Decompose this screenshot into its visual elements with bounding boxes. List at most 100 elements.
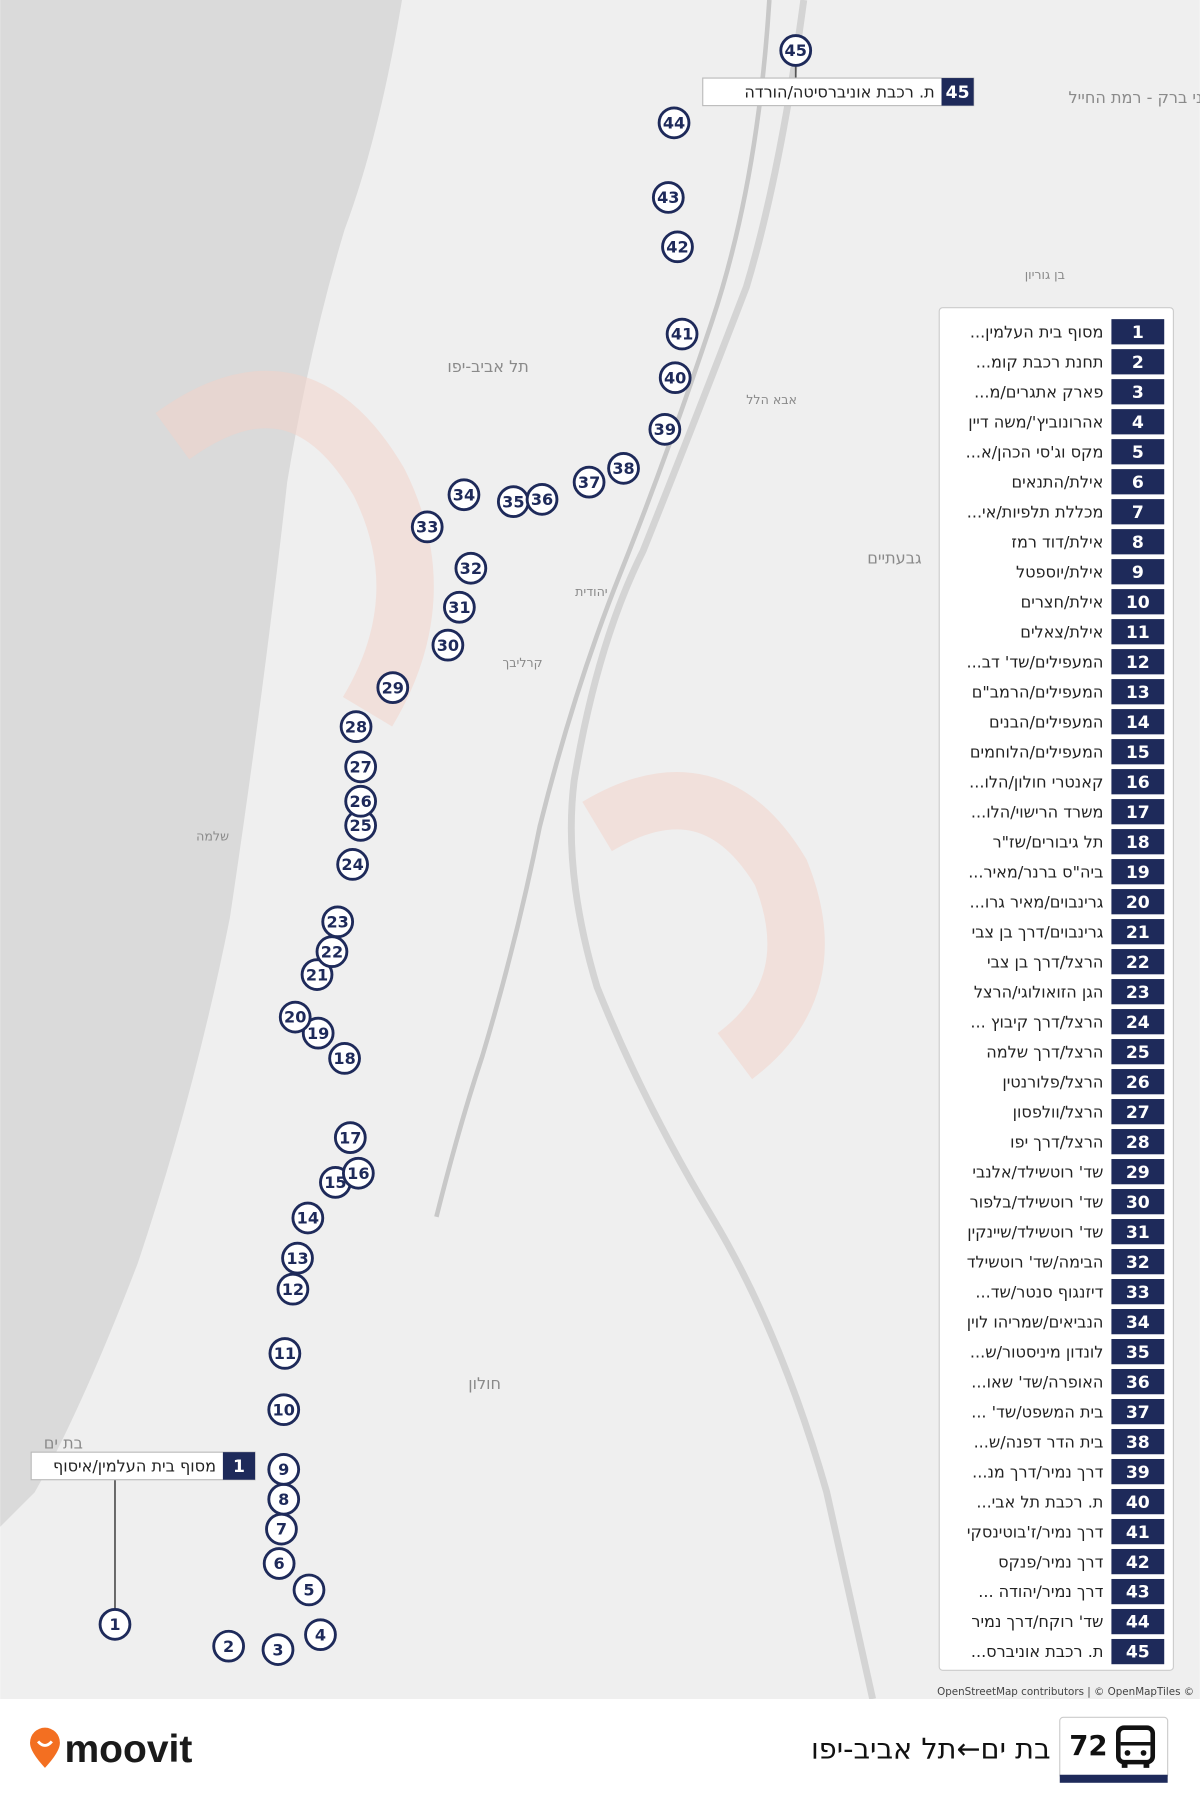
stop-marker: 2 (212, 1629, 245, 1663)
stop-name: אילת/יוספטל (1016, 562, 1103, 581)
stop-row: 41 דרך נמיר/ז'בוטינסקי (967, 1518, 1165, 1545)
stop-number: 14 (1126, 713, 1150, 733)
stop-row: 23 הגן הזואולוגי/הרצל (974, 979, 1165, 1005)
stop-marker: 5 (292, 1573, 326, 1607)
stop-marker: 45 (779, 34, 813, 67)
stop-name: מכללת תלפיות/אי... (967, 502, 1104, 521)
stop-badge (1111, 1398, 1165, 1425)
stop-badge (1111, 919, 1165, 945)
stop-marker-number: 15 (324, 1173, 346, 1192)
stop-circle (344, 784, 378, 818)
moovit-pin (30, 1727, 60, 1768)
stop-number: 3 (1132, 383, 1144, 403)
stop-marker: 12 (276, 1272, 310, 1306)
stop-row: 10 אילת/חצרים (1021, 589, 1165, 615)
map-label: תל אביב-יפו (447, 357, 528, 376)
stop-badge (1111, 469, 1165, 495)
stop-marker-number: 29 (382, 678, 404, 697)
stop-name: ת. רכבת תל אבי... (976, 1492, 1103, 1511)
stop-circle (333, 1121, 367, 1154)
stop-circle (268, 1337, 302, 1370)
stop-marker-number: 26 (349, 792, 371, 811)
stop-circle (607, 452, 640, 485)
stop-name: מסוף בית העלמין... (970, 322, 1104, 341)
stop-badge (1111, 1219, 1165, 1245)
stop-marker: 36 (525, 483, 559, 516)
stop-marker-number: 34 (453, 485, 475, 504)
stop-circle (262, 1547, 296, 1580)
stop-row: 27 הרצל/וולפסון (1013, 1099, 1165, 1125)
callout: 45 ת. רכבת אוניברסיטה/הורדה (702, 77, 975, 107)
stop-name: פארק אתגרים/מ... (974, 382, 1103, 401)
stop-badge (1111, 1578, 1165, 1605)
stop-name: הבימה/שד' רוטשילד (967, 1252, 1104, 1271)
stop-row: 20 גרינבוים/מאיר גרו... (970, 889, 1165, 915)
stop-name: הרצל/דרך קיבוץ ... (970, 1012, 1103, 1031)
stop-marker-number: 30 (437, 636, 459, 655)
stop-name: המעפילים/שד' דב... (966, 652, 1103, 671)
stop-number: 34 (1126, 1313, 1150, 1333)
stop-badge (1111, 1129, 1165, 1155)
stop-marker: 41 (665, 317, 699, 351)
stop-badge (1111, 859, 1165, 885)
stop-badge (1111, 1069, 1165, 1095)
stop-circle (431, 628, 465, 662)
route-badge-bar (1059, 1774, 1168, 1783)
stop-marker: 23 (321, 905, 355, 939)
stop-number: 22 (1126, 953, 1150, 973)
stop-badge (1111, 709, 1165, 735)
stop-name: קאנטרי חולון/הלו... (969, 772, 1103, 791)
stop-row: 35 לונדון מיניסטור/ש... (970, 1339, 1165, 1365)
stop-badge (1111, 1249, 1165, 1275)
stop-marker-number: 6 (274, 1554, 285, 1573)
callout-number: 1 (233, 1457, 245, 1477)
stop-circle (98, 1608, 132, 1641)
stop-marker-number: 12 (282, 1280, 304, 1299)
stop-number: 35 (1126, 1343, 1150, 1363)
stop-name: המעפילים/הבנים (989, 712, 1103, 731)
stop-marker: 20 (278, 1000, 312, 1034)
stop-marker-number: 11 (274, 1344, 296, 1363)
stop-name: הרצל/דרך שלמה (986, 1042, 1103, 1061)
stop-row: 21 גרינבוים/דרך בן צבי (972, 919, 1165, 945)
stop-row: 8 אילת/דוד רמז (1011, 529, 1165, 555)
stop-marker: 39 (648, 412, 682, 446)
stop-name: שד' רוטשילד/שיינקין (967, 1222, 1103, 1241)
stop-circle (276, 1272, 310, 1306)
stop-number: 18 (1126, 833, 1150, 853)
stop-marker: 24 (336, 848, 369, 881)
stop-circle (304, 1618, 337, 1652)
moovit-smile (36, 1740, 53, 1747)
route-name: בת ים←תל אביב-יפו (811, 1732, 1051, 1766)
stop-marker: 1 (98, 1608, 132, 1641)
stop-circle (291, 1201, 325, 1235)
stop-row: 4 אהרונוביץ'/משה דיין (968, 409, 1165, 435)
stop-badge (1111, 1309, 1165, 1335)
stop-badge (1111, 979, 1165, 1005)
stop-number: 10 (1126, 593, 1150, 613)
stop-number: 13 (1126, 683, 1150, 703)
stop-marker-number: 24 (341, 855, 363, 874)
stop-row: 32 הבימה/שד' רוטשילד (967, 1249, 1165, 1275)
stop-marker-number: 35 (502, 492, 524, 511)
bus-icon (1116, 1725, 1156, 1768)
stop-circle (447, 478, 481, 512)
stop-list: 1 מסוף בית העלמין... 2 תחנת רכבת קומ... 3 פאר… (966, 319, 1165, 1665)
stop-number: 19 (1126, 863, 1150, 883)
stop-row: 38 בית הדר דפנה/ש... (974, 1428, 1165, 1455)
stop-marker: 26 (344, 784, 378, 818)
stop-number: 1 (1132, 323, 1144, 343)
stop-circle (267, 1393, 301, 1427)
stop-name: דרך נמיר/פנקס (998, 1552, 1103, 1571)
footer (0, 1698, 1200, 1800)
stop-number: 42 (1126, 1553, 1150, 1573)
stop-name: הרצל/פלורנטין (1002, 1072, 1103, 1091)
stop-name: הרצל/דרך בן צבי (987, 952, 1103, 971)
watermark (155, 370, 825, 1080)
stop-badge (1111, 439, 1165, 465)
stop-number: 28 (1126, 1133, 1150, 1153)
stop-marker: 28 (339, 710, 373, 744)
callout: 1 מסוף בית העלמין/איסוף (30, 1451, 256, 1481)
stop-marker: 31 (443, 590, 476, 624)
